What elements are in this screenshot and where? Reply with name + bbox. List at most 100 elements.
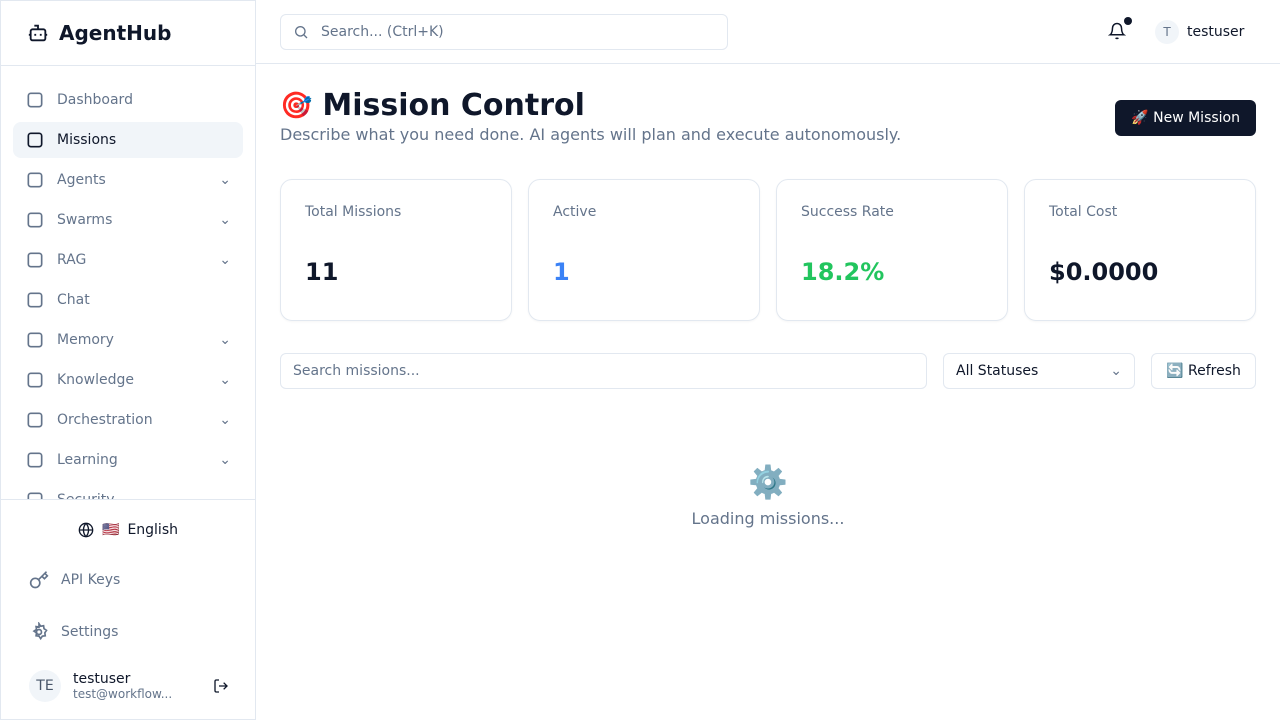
- sidebar-item-label: Chat: [57, 292, 90, 308]
- sidebar-item-label: Orchestration: [57, 412, 153, 428]
- chevron-down-icon[interactable]: ⌄: [219, 412, 231, 428]
- user-email: test@workflow...: [73, 687, 173, 701]
- logout-icon[interactable]: [213, 678, 229, 694]
- sidebar-item-missions[interactable]: Missions: [13, 122, 243, 158]
- main-content: 🎯 Mission Control Describe what you need …: [280, 64, 1256, 528]
- stat-card: Total Cost $0.0000: [1024, 179, 1256, 321]
- api-keys-label: API Keys: [61, 572, 121, 588]
- user-name: testuser: [73, 671, 131, 687]
- api-keys-link[interactable]: API Keys: [1, 570, 255, 590]
- user-profile: TE testuser test@workflow...: [29, 670, 229, 702]
- chevron-down-icon[interactable]: ⌄: [219, 452, 231, 468]
- avatar: TE: [29, 670, 61, 702]
- sidebar-item-learning[interactable]: Learning ⌄: [13, 442, 243, 478]
- sidebar-item-knowledge[interactable]: Knowledge ⌄: [13, 362, 243, 398]
- sidebar: AgentHub Dashboard Missions Agents ⌄ Swarms ⌄…: [0, 0, 256, 720]
- page-title: 🎯 Mission Control: [280, 88, 1256, 123]
- refresh-button[interactable]: 🔄 Refresh: [1151, 353, 1256, 389]
- sidebar-item-dashboard[interactable]: Dashboard: [13, 82, 243, 118]
- notification-dot: [1124, 17, 1132, 25]
- search-icon: [295, 26, 308, 39]
- stat-label: Active: [553, 204, 597, 220]
- sidebar-item-label: Missions: [57, 132, 117, 148]
- stat-label: Total Missions: [305, 204, 402, 220]
- loading-text: Loading missions...: [691, 509, 845, 528]
- language-flag: 🇺🇸: [102, 522, 120, 538]
- user-menu[interactable]: T testuser: [1155, 20, 1244, 44]
- target-icon: 🎯: [280, 90, 313, 121]
- language-label: English: [127, 522, 178, 538]
- network-icon: [25, 370, 45, 390]
- global-search-input[interactable]: Search... (Ctrl+K): [280, 14, 728, 50]
- filters: Search missions... All Statuses ⌄ 🔄 Refre…: [280, 353, 1256, 389]
- shield-icon: [25, 490, 45, 499]
- bot-icon: [25, 170, 45, 190]
- message-square-icon: [25, 290, 45, 310]
- chevron-down-icon[interactable]: ⌄: [219, 372, 231, 388]
- user-avatar: T: [1155, 20, 1179, 44]
- mission-search-input[interactable]: Search missions...: [280, 353, 927, 389]
- sidebar-item-security[interactable]: Security ⌄: [13, 482, 243, 499]
- stat-card: Success Rate 18.2%: [776, 179, 1008, 321]
- chevron-down-icon[interactable]: ⌄: [219, 492, 231, 499]
- target-icon: [25, 130, 45, 150]
- sidebar-item-label: Knowledge: [57, 372, 134, 388]
- sidebar-item-orchestration[interactable]: Orchestration ⌄: [13, 402, 243, 438]
- graduation-cap-icon: [25, 450, 45, 470]
- username: testuser: [1187, 24, 1245, 40]
- stat-card: Total Missions 11: [280, 179, 512, 321]
- brand-name: AgentHub: [59, 21, 172, 45]
- chevron-down-icon[interactable]: ⌄: [219, 252, 231, 268]
- sidebar-item-label: Security: [57, 492, 115, 499]
- status-select-value: All Statuses: [956, 363, 1039, 379]
- users-icon: [25, 210, 45, 230]
- sidebar-item-label: Agents: [57, 172, 106, 188]
- chevron-down-icon: ⌄: [1110, 363, 1122, 379]
- bell-icon: [1107, 22, 1127, 40]
- topbar: Search... (Ctrl+K) T testuser: [256, 0, 1280, 64]
- sidebar-item-agents[interactable]: Agents ⌄: [13, 162, 243, 198]
- sidebar-item-chat[interactable]: Chat: [13, 282, 243, 318]
- page-subtitle: Describe what you need done. AI agents w…: [280, 125, 902, 144]
- search-placeholder: Search... (Ctrl+K): [321, 24, 444, 40]
- sidebar-item-rag[interactable]: RAG ⌄: [13, 242, 243, 278]
- bot-icon: [28, 24, 48, 42]
- sidebar-footer: 🇺🇸 English API Keys Settings TE testuser…: [1, 499, 255, 719]
- sidebar-item-swarms[interactable]: Swarms ⌄: [13, 202, 243, 238]
- status-select[interactable]: All Statuses ⌄: [943, 353, 1135, 389]
- sidebar-item-label: RAG: [57, 252, 87, 268]
- sidebar-item-label: Dashboard: [57, 92, 133, 108]
- sidebar-item-label: Swarms: [57, 212, 113, 228]
- sidebar-item-label: Learning: [57, 452, 118, 468]
- notifications-button[interactable]: [1107, 17, 1132, 42]
- gear-icon: ⚙️: [748, 463, 788, 501]
- chevron-down-icon[interactable]: ⌄: [219, 212, 231, 228]
- globe-icon: [78, 522, 94, 538]
- page-title-text: Mission Control: [322, 88, 585, 123]
- gear-icon: [32, 622, 48, 641]
- chevron-down-icon[interactable]: ⌄: [219, 172, 231, 188]
- settings-link[interactable]: Settings: [1, 622, 255, 642]
- layout-dashboard-icon: [25, 90, 45, 110]
- users-icon: [25, 410, 45, 430]
- stat-label: Total Cost: [1049, 204, 1118, 220]
- sidebar-item-memory[interactable]: Memory ⌄: [13, 322, 243, 358]
- loading-state: ⚙️ Loading missions...: [280, 463, 1256, 528]
- file-text-icon: [25, 250, 45, 270]
- sidebar-item-label: Memory: [57, 332, 114, 348]
- key-icon: [29, 571, 49, 589]
- stat-label: Success Rate: [801, 204, 894, 220]
- stat-value: 1: [553, 258, 570, 286]
- stat-card: Active 1: [528, 179, 760, 321]
- stat-value: 18.2%: [801, 258, 885, 286]
- stats-row: Total Missions 11 Active 1 Success Rate 18.2%…: [280, 179, 1256, 321]
- brand[interactable]: AgentHub: [1, 1, 255, 66]
- settings-label: Settings: [61, 624, 119, 640]
- sidebar-nav: Dashboard Missions Agents ⌄ Swarms ⌄ RAG ⌄ Chat M…: [1, 66, 255, 499]
- chevron-down-icon[interactable]: ⌄: [219, 332, 231, 348]
- stat-value: 11: [305, 258, 339, 286]
- brain-icon: [25, 330, 45, 350]
- stat-value: $0.0000: [1049, 258, 1159, 286]
- new-mission-button[interactable]: 🚀 New Mission: [1115, 100, 1256, 136]
- language-selector[interactable]: 🇺🇸 English: [1, 522, 255, 538]
